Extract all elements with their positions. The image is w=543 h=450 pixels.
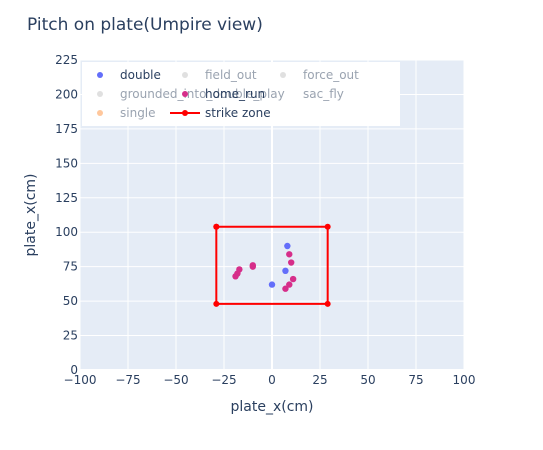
y-tick-label: 25 xyxy=(63,329,78,343)
legend-item-strike-zone[interactable]: strike zone xyxy=(170,106,271,120)
y-tick-label: 175 xyxy=(55,122,78,136)
legend-marker xyxy=(97,110,103,116)
home-run-point xyxy=(282,285,289,292)
y-tick-label: 50 xyxy=(63,294,78,308)
x-tick-labels: −100 −75 −50 −25 0 25 50 75 100 xyxy=(64,373,476,387)
home-run-point xyxy=(289,275,297,283)
legend-marker xyxy=(182,72,188,78)
legend[interactable]: double field_out force_out grounded_into_do… xyxy=(82,62,400,126)
legend-label: grounded_into_double_play xyxy=(120,87,285,101)
legend-label: sac_fly xyxy=(303,87,344,101)
y-axis-title: plate_x(cm) xyxy=(23,173,39,256)
x-tick-label: 50 xyxy=(360,373,375,387)
legend-item-sac-fly[interactable]: sac_fly xyxy=(303,87,344,101)
legend-label: double xyxy=(120,68,161,82)
y-tick-label: 75 xyxy=(63,260,78,274)
y-tick-label: 125 xyxy=(55,191,78,205)
y-tick-label: 0 xyxy=(70,363,78,377)
legend-marker xyxy=(182,110,188,116)
chart-title: Pitch on plate(Umpire view) xyxy=(27,15,263,35)
legend-item-field-out[interactable]: field_out xyxy=(182,68,257,82)
y-tick-label: 100 xyxy=(55,225,78,239)
y-tick-label: 200 xyxy=(55,87,78,101)
x-axis-title: plate_x(cm) xyxy=(230,399,313,415)
home-run-point xyxy=(236,266,243,273)
home-run-point xyxy=(286,251,293,258)
x-tick-label: −25 xyxy=(211,373,236,387)
strike-zone-vertex xyxy=(324,300,331,307)
home-run-point xyxy=(249,263,256,270)
legend-marker xyxy=(97,72,103,78)
legend-item-grounded-into-double-play[interactable]: grounded_into_double_play xyxy=(97,87,285,101)
x-tick-label: −75 xyxy=(115,373,140,387)
strike-zone-vertex xyxy=(213,223,220,230)
home-run-point xyxy=(286,281,293,288)
strike-zone-vertex xyxy=(213,300,220,307)
x-tick-label: 0 xyxy=(268,373,276,387)
strike-zone-vertex xyxy=(324,223,331,230)
data-points xyxy=(232,242,297,292)
legend-item-single[interactable]: single xyxy=(97,106,156,120)
x-tick-label: 25 xyxy=(312,373,327,387)
y-tick-labels: 0 25 50 75 100 125 150 175 200 225 xyxy=(55,53,78,377)
double-point xyxy=(284,242,291,250)
legend-marker xyxy=(182,91,188,97)
legend-label: field_out xyxy=(205,68,257,82)
legend-marker xyxy=(280,72,286,78)
double-point xyxy=(282,267,289,274)
legend-item-force-out[interactable]: force_out xyxy=(280,68,359,82)
legend-item-double[interactable]: double xyxy=(97,68,161,82)
legend-label: home_run xyxy=(205,87,265,101)
y-tick-label: 150 xyxy=(55,156,78,170)
x-tick-label: −50 xyxy=(163,373,188,387)
legend-label: single xyxy=(120,106,156,120)
legend-background xyxy=(82,62,400,126)
y-tick-label: 225 xyxy=(55,53,78,67)
x-tick-label: −100 xyxy=(64,373,97,387)
double-point xyxy=(268,281,276,288)
x-tick-label: 75 xyxy=(408,373,423,387)
legend-marker xyxy=(97,91,103,97)
legend-label: force_out xyxy=(303,68,359,82)
strike-zone xyxy=(213,223,331,307)
x-tick-label: 100 xyxy=(453,373,476,387)
legend-item-home-run[interactable]: home_run xyxy=(182,87,265,101)
home-run-point xyxy=(288,259,295,266)
legend-label: strike zone xyxy=(205,106,271,120)
